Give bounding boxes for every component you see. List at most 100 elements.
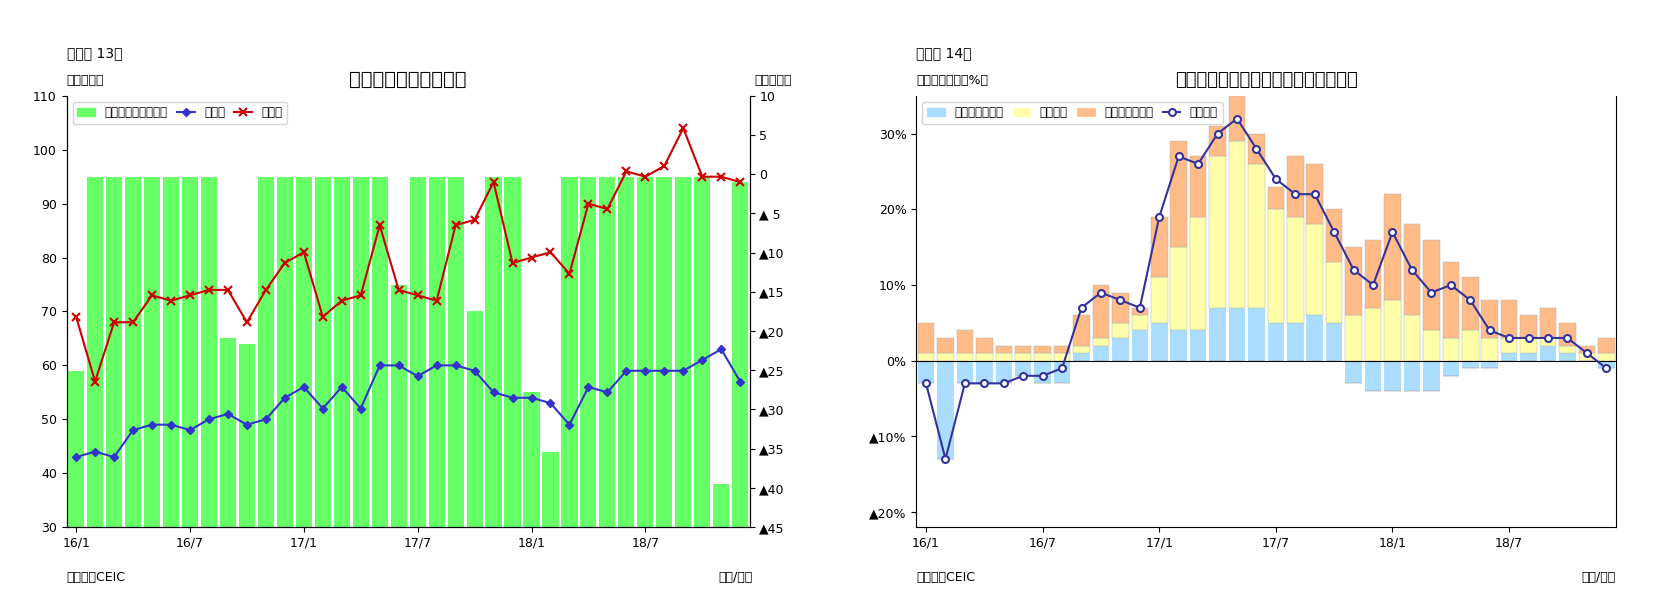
Bar <box>1190 217 1206 331</box>
Bar <box>1579 346 1594 353</box>
Bar <box>1073 346 1090 353</box>
Bar <box>956 353 973 361</box>
Bar <box>1055 353 1070 361</box>
Bar <box>315 177 332 527</box>
Bar <box>695 177 710 527</box>
Bar <box>1093 338 1110 346</box>
Bar <box>1171 247 1186 331</box>
Bar <box>1288 323 1303 361</box>
Bar <box>1190 331 1206 361</box>
Bar <box>1015 361 1031 376</box>
Bar <box>125 177 142 527</box>
Bar <box>638 177 653 527</box>
Bar <box>956 331 973 353</box>
Bar <box>1404 315 1419 361</box>
Bar <box>1346 247 1361 315</box>
Bar <box>1423 331 1439 361</box>
Bar <box>1093 346 1110 361</box>
Bar <box>1288 217 1303 323</box>
Bar <box>1559 323 1576 346</box>
Bar <box>1230 308 1245 361</box>
Bar <box>1151 217 1168 277</box>
Bar <box>1481 361 1498 368</box>
Bar <box>1598 361 1614 368</box>
Bar <box>600 177 615 527</box>
Bar <box>1210 126 1226 156</box>
Bar <box>1481 338 1498 361</box>
Bar <box>1015 353 1031 361</box>
Bar <box>1113 338 1128 361</box>
Bar <box>1306 315 1323 361</box>
Bar <box>1113 323 1128 338</box>
Bar <box>1598 338 1614 353</box>
Bar <box>1171 331 1186 361</box>
Bar <box>1501 338 1518 353</box>
Bar <box>1151 277 1168 323</box>
Bar <box>1326 323 1343 361</box>
Text: （前年同期比、%）: （前年同期比、%） <box>916 74 988 87</box>
Text: （資料）CEIC: （資料）CEIC <box>916 571 975 584</box>
Bar <box>353 177 368 527</box>
Bar <box>1384 194 1401 300</box>
Bar <box>238 344 255 527</box>
Bar <box>505 177 520 527</box>
Bar <box>277 177 293 527</box>
Legend: 一次産品・燃料, 電子製品, その他製品など, 輸出合計: 一次産品・燃料, 電子製品, その他製品など, 輸出合計 <box>923 102 1223 124</box>
Bar <box>1404 225 1419 315</box>
Bar <box>1093 285 1110 338</box>
Bar <box>996 346 1011 353</box>
Bar <box>1151 323 1168 361</box>
Bar <box>1346 361 1361 383</box>
Bar <box>1559 346 1576 353</box>
Bar <box>1248 164 1264 308</box>
Bar <box>918 323 935 353</box>
Bar <box>1326 209 1343 262</box>
Bar <box>1384 300 1401 361</box>
Bar <box>996 361 1011 383</box>
Bar <box>1306 225 1323 315</box>
Bar <box>1598 353 1614 361</box>
Bar <box>938 361 953 459</box>
Bar <box>1423 240 1439 331</box>
Bar <box>1521 353 1536 361</box>
Text: （資料）CEIC: （資料）CEIC <box>67 571 125 584</box>
Bar <box>976 338 993 353</box>
Bar <box>1248 134 1264 164</box>
Bar <box>333 177 350 527</box>
Bar <box>1268 187 1284 209</box>
Bar <box>182 177 198 527</box>
Bar <box>656 177 673 527</box>
Bar <box>1131 315 1148 331</box>
Bar <box>713 484 730 527</box>
Bar <box>1035 346 1051 353</box>
Bar <box>485 177 501 527</box>
Bar <box>1035 353 1051 361</box>
Bar <box>1443 262 1459 338</box>
Bar <box>258 177 273 527</box>
Bar <box>1268 209 1284 323</box>
Bar <box>1364 240 1381 308</box>
Title: フィリピン　輸出の伸び率（品目別）: フィリピン 輸出の伸び率（品目別） <box>1175 71 1358 89</box>
Text: （図表 14）: （図表 14） <box>916 46 971 60</box>
Bar <box>163 177 178 527</box>
Bar <box>1443 338 1459 361</box>
Bar <box>1035 361 1051 383</box>
Bar <box>938 353 953 361</box>
Bar <box>1326 262 1343 323</box>
Bar <box>1015 346 1031 353</box>
Bar <box>448 177 463 527</box>
Bar <box>1073 353 1090 361</box>
Bar <box>1463 277 1478 331</box>
Bar <box>731 182 748 527</box>
Bar <box>675 177 691 527</box>
Bar <box>1210 308 1226 361</box>
Bar <box>1501 300 1518 338</box>
Bar <box>143 177 160 527</box>
Bar <box>1463 331 1478 361</box>
Bar <box>1171 141 1186 247</box>
Bar <box>1268 323 1284 361</box>
Bar <box>1364 308 1381 361</box>
Bar <box>410 177 426 527</box>
Text: （年/月）: （年/月） <box>718 571 753 584</box>
Bar <box>297 177 312 527</box>
